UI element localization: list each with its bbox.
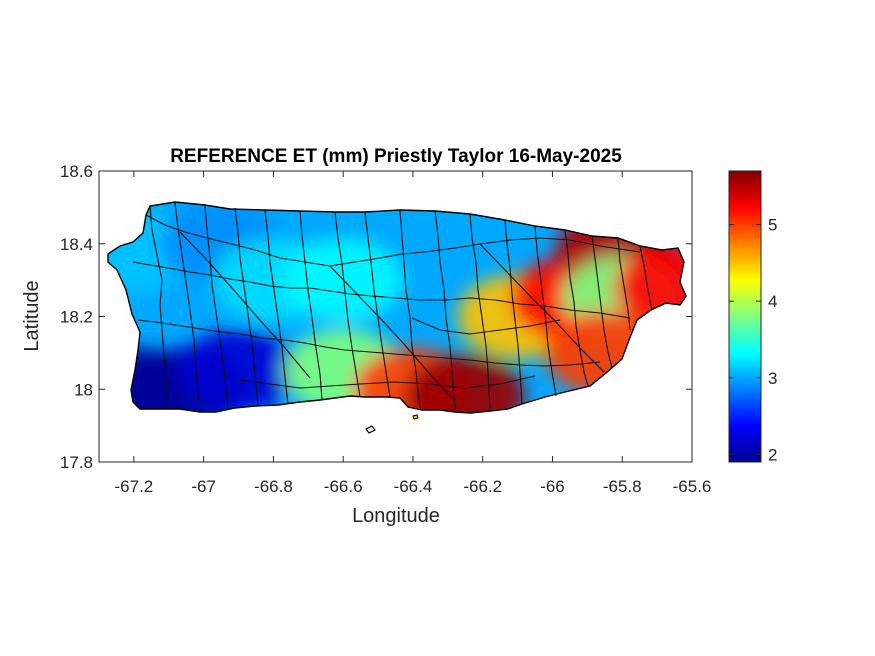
x-tick-label: -67: [191, 477, 216, 496]
x-tick-label: -67.2: [115, 477, 154, 496]
y-tick-label: 18.6: [60, 162, 93, 181]
municipality-border: [591, 235, 613, 369]
municipality-borders: [132, 202, 653, 413]
municipality-border: [639, 245, 653, 311]
island-outline: [107, 201, 687, 414]
municipality-border: [469, 213, 491, 411]
x-tick-label: -66.8: [254, 477, 293, 496]
colorbar-tick-label: 5: [768, 216, 777, 235]
et-value-cell: [405, 354, 526, 413]
x-tick-label: -66: [540, 477, 565, 496]
chart-title: REFERENCE ET (mm) Priestly Taylor 16-May…: [170, 146, 622, 167]
municipality-border: [299, 210, 323, 401]
colorbar-ticks: 2 3 4 5: [729, 216, 777, 464]
municipality-border: [334, 211, 361, 398]
y-tick-label: 18.2: [60, 308, 93, 327]
colorbar-tick-label: 4: [768, 292, 777, 311]
municipality-border: [479, 243, 605, 373]
municipality-border: [617, 237, 631, 331]
et-value-cell: [108, 209, 194, 293]
et-value-cell: [178, 329, 299, 413]
municipality-border: [234, 207, 259, 407]
y-axis-ticks: 17.8 18 18.2 18.4 18.6: [60, 162, 692, 472]
municipality-border: [149, 205, 169, 410]
municipality-border: [204, 205, 229, 411]
y-tick-label: 17.8: [60, 453, 93, 472]
municipality-border: [132, 261, 631, 319]
municipality-border: [264, 209, 289, 405]
x-tick-label: -65.8: [603, 477, 642, 496]
colorbar-tick-label: 2: [768, 445, 777, 464]
municipality-border: [564, 229, 589, 387]
y-tick-label: 18.4: [60, 235, 93, 254]
colorbar-tick-label: 3: [768, 369, 777, 388]
colorbar: [728, 170, 762, 463]
x-axis-label: Longitude: [352, 505, 440, 527]
x-tick-label: -66.6: [324, 477, 363, 496]
y-tick-label: 18: [74, 380, 93, 399]
municipality-border: [179, 231, 311, 379]
y-axis-label: Latitude: [21, 280, 43, 351]
municipality-border: [137, 319, 601, 367]
municipality-border: [364, 211, 391, 398]
small-islet: [412, 414, 419, 420]
x-axis-ticks: -67.2 -67 -66.8 -66.6 -66.4 -66.2 -66 -65.8 -65.…: [115, 171, 712, 496]
municipality-border: [504, 219, 523, 405]
municipality-border: [399, 210, 421, 409]
x-tick-label: -66.2: [463, 477, 502, 496]
municipality-border: [434, 210, 456, 411]
municipality-border: [145, 214, 641, 267]
x-tick-label: -66.4: [394, 477, 433, 496]
municipality-border: [411, 317, 561, 335]
x-tick-label: -65.6: [673, 477, 712, 496]
small-islet: [365, 425, 376, 434]
municipality-border: [329, 265, 453, 399]
municipality-border: [174, 202, 201, 413]
municipality-border: [239, 375, 536, 389]
